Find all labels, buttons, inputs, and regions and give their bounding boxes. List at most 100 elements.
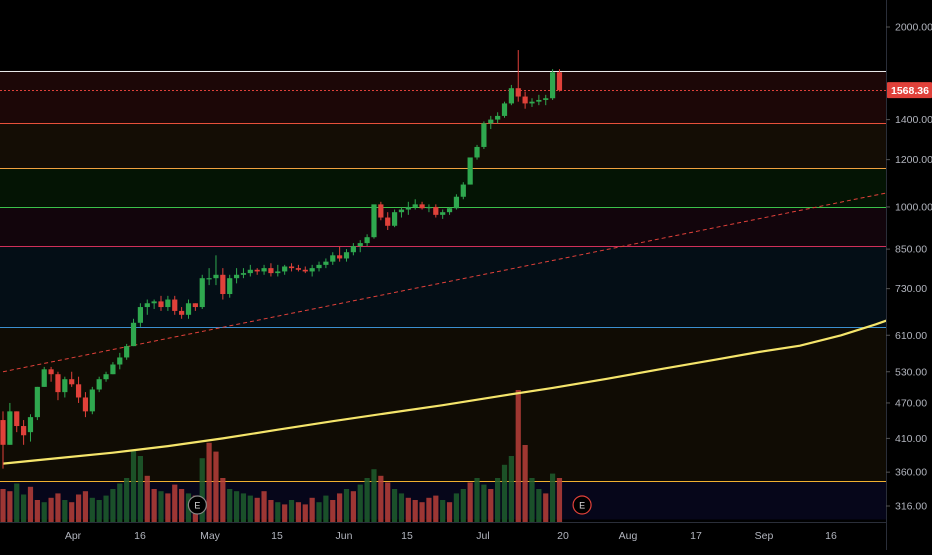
candle[interactable] xyxy=(192,303,198,311)
candle[interactable] xyxy=(426,204,432,213)
candle[interactable] xyxy=(350,243,356,256)
candle[interactable] xyxy=(7,402,13,445)
candle[interactable] xyxy=(82,392,89,418)
candle[interactable] xyxy=(27,414,34,442)
candle[interactable] xyxy=(89,386,95,415)
candle[interactable] xyxy=(261,264,267,275)
candle[interactable] xyxy=(536,94,542,106)
volume-bar xyxy=(275,502,281,522)
candle[interactable] xyxy=(467,157,473,185)
candle[interactable] xyxy=(495,112,501,124)
candle[interactable] xyxy=(227,274,233,298)
earnings-marker[interactable]: E xyxy=(187,495,207,515)
candle[interactable] xyxy=(501,101,508,118)
candle[interactable] xyxy=(371,204,377,239)
candle[interactable] xyxy=(48,366,54,382)
candle[interactable] xyxy=(254,268,260,275)
zone-band xyxy=(0,326,886,481)
candle[interactable] xyxy=(440,209,446,219)
trendline[interactable] xyxy=(2,180,932,373)
candle[interactable] xyxy=(268,263,274,277)
time-axis[interactable]: Apr 16 May 15 Jun 15 Jul 20 Aug 17 Sep 16 xyxy=(0,522,886,543)
candle[interactable] xyxy=(179,307,185,319)
candle[interactable] xyxy=(522,91,528,109)
candle[interactable] xyxy=(474,144,480,160)
candle[interactable] xyxy=(337,246,343,262)
candle[interactable] xyxy=(69,371,75,387)
candle[interactable] xyxy=(41,366,47,387)
candle[interactable] xyxy=(75,376,82,403)
candle[interactable] xyxy=(481,121,487,150)
candle[interactable] xyxy=(124,343,130,360)
candle[interactable] xyxy=(247,264,253,277)
candle[interactable] xyxy=(453,194,460,210)
candle[interactable] xyxy=(488,115,494,130)
candle[interactable] xyxy=(543,94,549,106)
price-tick-label: 530.00 xyxy=(895,366,927,378)
candle[interactable] xyxy=(378,201,384,221)
candle[interactable] xyxy=(117,352,123,370)
candle[interactable] xyxy=(446,206,453,215)
volume-bar xyxy=(247,495,253,522)
candle[interactable] xyxy=(529,98,535,107)
candle[interactable] xyxy=(151,299,157,309)
candle[interactable] xyxy=(0,411,6,469)
candle[interactable] xyxy=(398,206,405,218)
candle[interactable] xyxy=(357,240,363,253)
candle[interactable] xyxy=(62,376,68,398)
candle[interactable] xyxy=(240,268,247,279)
candle[interactable] xyxy=(96,376,102,393)
candle[interactable] xyxy=(130,318,137,347)
candle[interactable] xyxy=(110,362,116,375)
candle[interactable] xyxy=(343,249,350,262)
candle[interactable] xyxy=(14,411,20,433)
price-axis[interactable]: 2000.00 1400.00 1200.00 1000.00 850.00 730.00… xyxy=(886,0,932,550)
candle[interactable] xyxy=(233,268,240,284)
earnings-marker[interactable]: E xyxy=(572,495,592,515)
candle[interactable] xyxy=(433,204,439,218)
candle[interactable] xyxy=(199,274,205,309)
candle-body xyxy=(343,252,350,259)
candle[interactable] xyxy=(103,371,109,382)
candle[interactable] xyxy=(515,50,521,102)
candle-body xyxy=(556,72,563,91)
candle[interactable] xyxy=(550,69,556,100)
candle[interactable] xyxy=(460,182,466,200)
candle[interactable] xyxy=(508,84,514,106)
candle[interactable] xyxy=(556,69,563,92)
candle[interactable] xyxy=(172,295,178,315)
candle-body xyxy=(14,411,20,427)
candle[interactable] xyxy=(213,255,219,286)
volume-bar xyxy=(302,504,308,522)
candle[interactable] xyxy=(165,295,171,311)
candle[interactable] xyxy=(323,258,329,269)
candle-body xyxy=(82,397,89,412)
candle[interactable] xyxy=(385,212,391,231)
candle[interactable] xyxy=(295,264,302,272)
candle[interactable] xyxy=(137,303,143,327)
candle[interactable] xyxy=(330,252,336,265)
candle[interactable] xyxy=(206,268,212,286)
candle[interactable] xyxy=(275,264,281,277)
candle[interactable] xyxy=(391,209,398,228)
candle[interactable] xyxy=(309,264,315,277)
candle[interactable] xyxy=(185,299,192,319)
candle[interactable] xyxy=(302,266,308,274)
candle[interactable] xyxy=(220,268,226,300)
candle[interactable] xyxy=(282,264,288,275)
candle-body xyxy=(543,98,549,100)
candle[interactable] xyxy=(144,299,150,315)
candle[interactable] xyxy=(316,261,322,272)
candle[interactable] xyxy=(21,420,27,445)
candle[interactable] xyxy=(412,199,418,210)
candle[interactable] xyxy=(405,201,411,215)
candle[interactable] xyxy=(158,295,164,311)
candle[interactable] xyxy=(288,263,295,272)
last-price-badge[interactable]: 1568.36 xyxy=(887,82,932,99)
candle[interactable] xyxy=(34,386,40,421)
candle[interactable] xyxy=(364,234,370,247)
candle[interactable] xyxy=(419,201,425,210)
sma-line[interactable] xyxy=(2,313,904,465)
candle[interactable] xyxy=(55,371,61,401)
